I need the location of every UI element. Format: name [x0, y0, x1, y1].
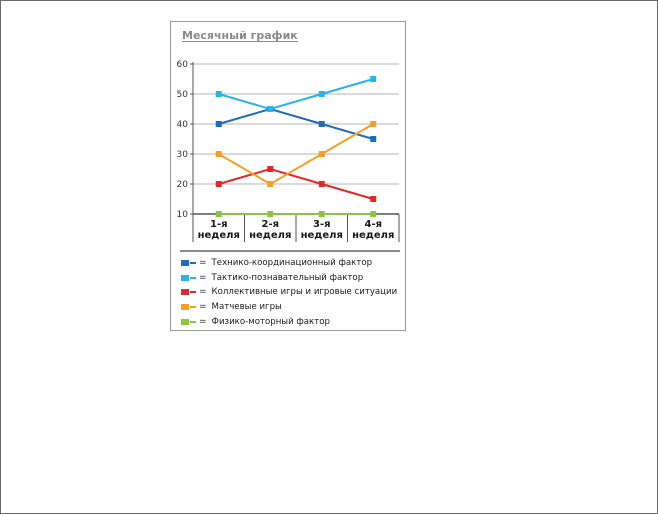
legend-swatch: [181, 274, 189, 281]
x-tick-label: неделя: [352, 230, 394, 241]
x-tick-label: 2-я: [261, 219, 279, 230]
chart-panel: Месячный график 10 20 30 40 50 60 1-я неделя 2-я…: [170, 21, 406, 331]
legend: = Технико-координационный фактор = Тактико-…: [181, 256, 397, 329]
x-tick-label: неделя: [301, 230, 343, 241]
data-point: [370, 136, 377, 142]
y-tick-label: 10: [177, 210, 189, 220]
legend-label: Коллективные игры и игровые ситуации: [211, 287, 398, 298]
data-point: [267, 166, 274, 172]
data-point: [318, 181, 325, 187]
legend-swatch: [181, 318, 189, 325]
legend-label: Матчевые игры: [211, 302, 282, 313]
data-point: [215, 91, 222, 97]
data-point: [267, 106, 274, 112]
legend-swatch: [181, 304, 189, 311]
data-point: [215, 211, 222, 217]
legend-item: = Коллективные игры и игровые ситуации: [181, 285, 397, 300]
data-point: [370, 211, 377, 217]
series-line: [218, 78, 374, 111]
chart-title: Месячный график: [182, 29, 298, 42]
data-point: [215, 151, 222, 157]
legend-dash: [190, 306, 196, 309]
legend-divider: [180, 250, 400, 252]
legend-label: Технико-координационный фактор: [211, 258, 373, 269]
legend-dash: [190, 320, 196, 323]
series-line: [218, 167, 374, 200]
y-tick-label: 20: [177, 180, 189, 190]
legend-label: Физико-моторный фактор: [211, 316, 330, 327]
legend-item: = Тактико-познавательный фактор: [181, 271, 397, 286]
data-point: [318, 211, 325, 217]
legend-dash: [190, 262, 196, 265]
data-point: [215, 121, 222, 127]
data-point: [370, 196, 377, 202]
legend-item: = Матчевые игры: [181, 300, 397, 315]
data-point: [318, 121, 325, 127]
legend-equals: =: [199, 316, 207, 327]
legend-dash: [190, 276, 196, 279]
data-point: [267, 211, 274, 217]
legend-equals: =: [199, 287, 207, 298]
y-tick-label: 40: [177, 120, 189, 130]
data-point: [370, 76, 377, 82]
x-tick-label: 1-я: [210, 219, 228, 230]
legend-label: Тактико-познавательный фактор: [211, 272, 364, 283]
data-point: [215, 181, 222, 187]
legend-swatch: [181, 289, 189, 296]
legend-swatch: [181, 260, 189, 267]
data-point: [318, 91, 325, 97]
data-point: [370, 121, 377, 127]
y-tick-label: 50: [177, 90, 189, 100]
legend-equals: =: [199, 302, 207, 313]
x-tick-label: 4-я: [364, 219, 382, 230]
data-point: [318, 151, 325, 157]
line-chart: 1020304050601-янеделя2-янеделя3-янеделя4…: [177, 60, 400, 242]
legend-dash: [190, 291, 196, 294]
legend-equals: =: [199, 272, 207, 283]
legend-item: = Технико-координационный фактор: [181, 256, 397, 271]
series-line: [218, 123, 374, 186]
x-tick-label: 3-я: [313, 219, 331, 230]
data-point: [267, 181, 274, 187]
y-tick-label: 30: [177, 150, 189, 160]
legend-item: = Физико-моторный фактор: [181, 314, 397, 329]
y-tick-label: 60: [177, 60, 189, 70]
x-tick-label: неделя: [249, 230, 291, 241]
x-tick-label: неделя: [198, 230, 240, 241]
legend-equals: =: [199, 258, 207, 269]
series-line: [218, 107, 374, 140]
